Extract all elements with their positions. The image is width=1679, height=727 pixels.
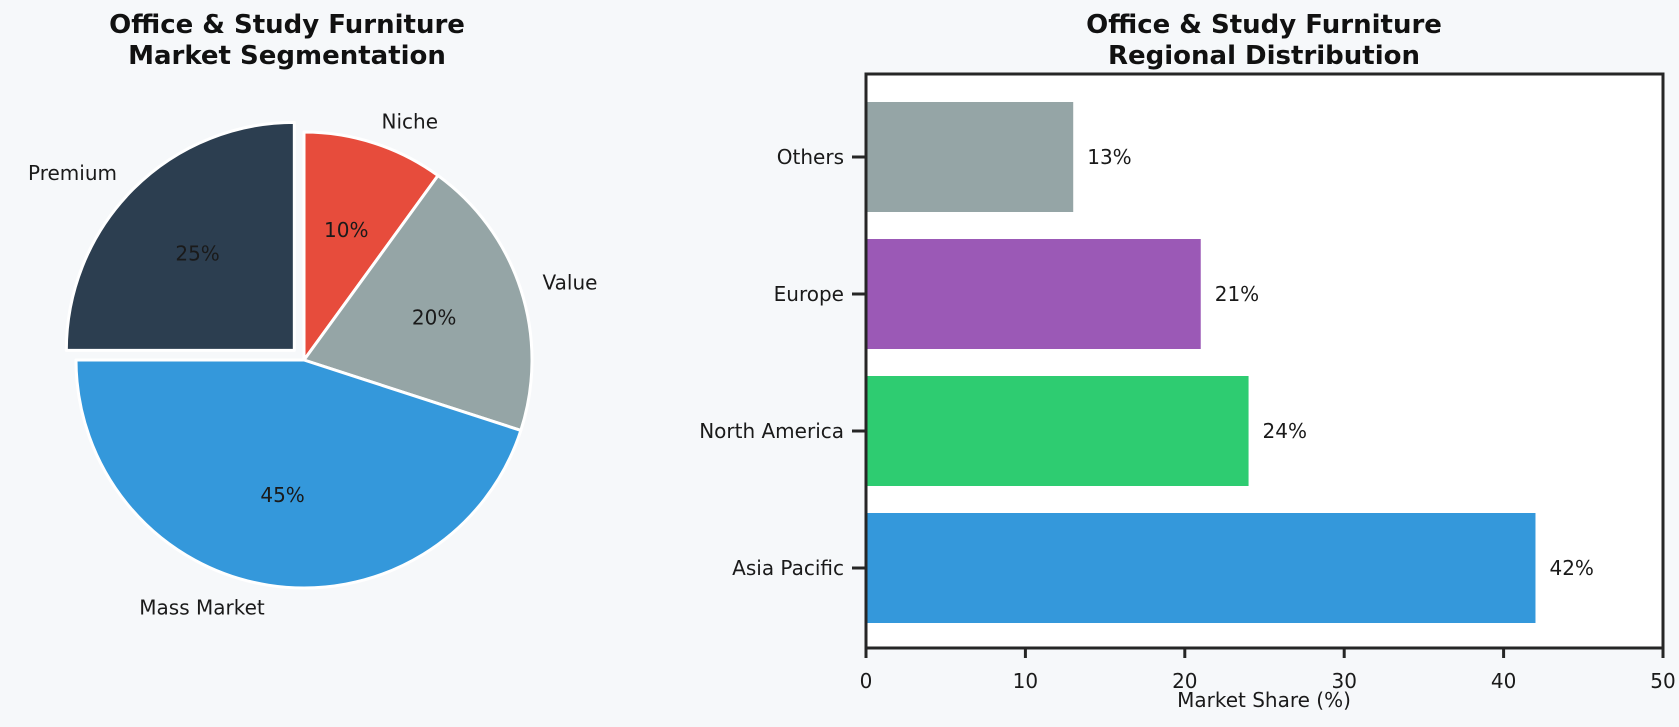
bar-europe — [866, 239, 1201, 349]
pie-label-mass-market: Mass Market — [139, 596, 265, 620]
bar-chart-title-line-2: Regional Distribution — [1107, 41, 1421, 71]
x-tick-label-20: 20 — [1172, 669, 1197, 693]
pie-slice-mass-market — [74, 358, 523, 590]
bar-category-label-others: Others — [777, 145, 844, 169]
x-tick-label-30: 30 — [1331, 669, 1356, 693]
pie-label-niche: Niche — [382, 109, 439, 133]
pie-slice-premium — [64, 120, 296, 352]
x-tick-label-40: 40 — [1491, 669, 1516, 693]
pie-pct-label-value: 20% — [412, 306, 456, 330]
bar-category-label-asia-pacific: Asia Pacific — [732, 556, 844, 580]
pie-slice-niche — [302, 130, 440, 362]
bar-category-label-north-america: North America — [699, 419, 844, 443]
pie-pct-label-premium: 25% — [175, 242, 219, 266]
bar-chart-title-line-1: Office & Study Furniture — [1086, 10, 1442, 40]
bar-others — [866, 102, 1074, 212]
pie-chart-title-line-2: Market Segmentation — [128, 41, 446, 71]
bar-asia-pacific — [866, 513, 1536, 623]
bar-category-label-europe: Europe — [774, 282, 844, 306]
pie-label-value: Value — [543, 270, 598, 294]
x-tick-label-50: 50 — [1650, 669, 1675, 693]
bar-x-axis-label: Market Share (%) — [1177, 688, 1351, 712]
pie-pct-label-mass-market: 45% — [260, 483, 304, 507]
bar-value-label-others: 13% — [1087, 145, 1131, 169]
bar-chart-title: Office & Study Furniture Regional Distri… — [1086, 10, 1442, 72]
bar-value-label-asia-pacific: 42% — [1549, 556, 1593, 580]
x-tick-label-10: 10 — [1013, 669, 1038, 693]
x-tick-label-0: 0 — [860, 669, 873, 693]
bar-plot-border — [864, 72, 1665, 650]
pie-chart-title-line-1: Office & Study Furniture — [109, 10, 465, 40]
pie-slice-value — [302, 174, 534, 432]
bar-north-america — [866, 376, 1249, 486]
bar-value-label-europe: 21% — [1215, 282, 1259, 306]
pie-label-premium: Premium — [28, 161, 117, 185]
pie-chart-title: Office & Study Furniture Market Segmenta… — [109, 10, 465, 72]
pie-pct-label-niche: 10% — [324, 218, 368, 242]
bar-value-label-north-america: 24% — [1263, 419, 1307, 443]
